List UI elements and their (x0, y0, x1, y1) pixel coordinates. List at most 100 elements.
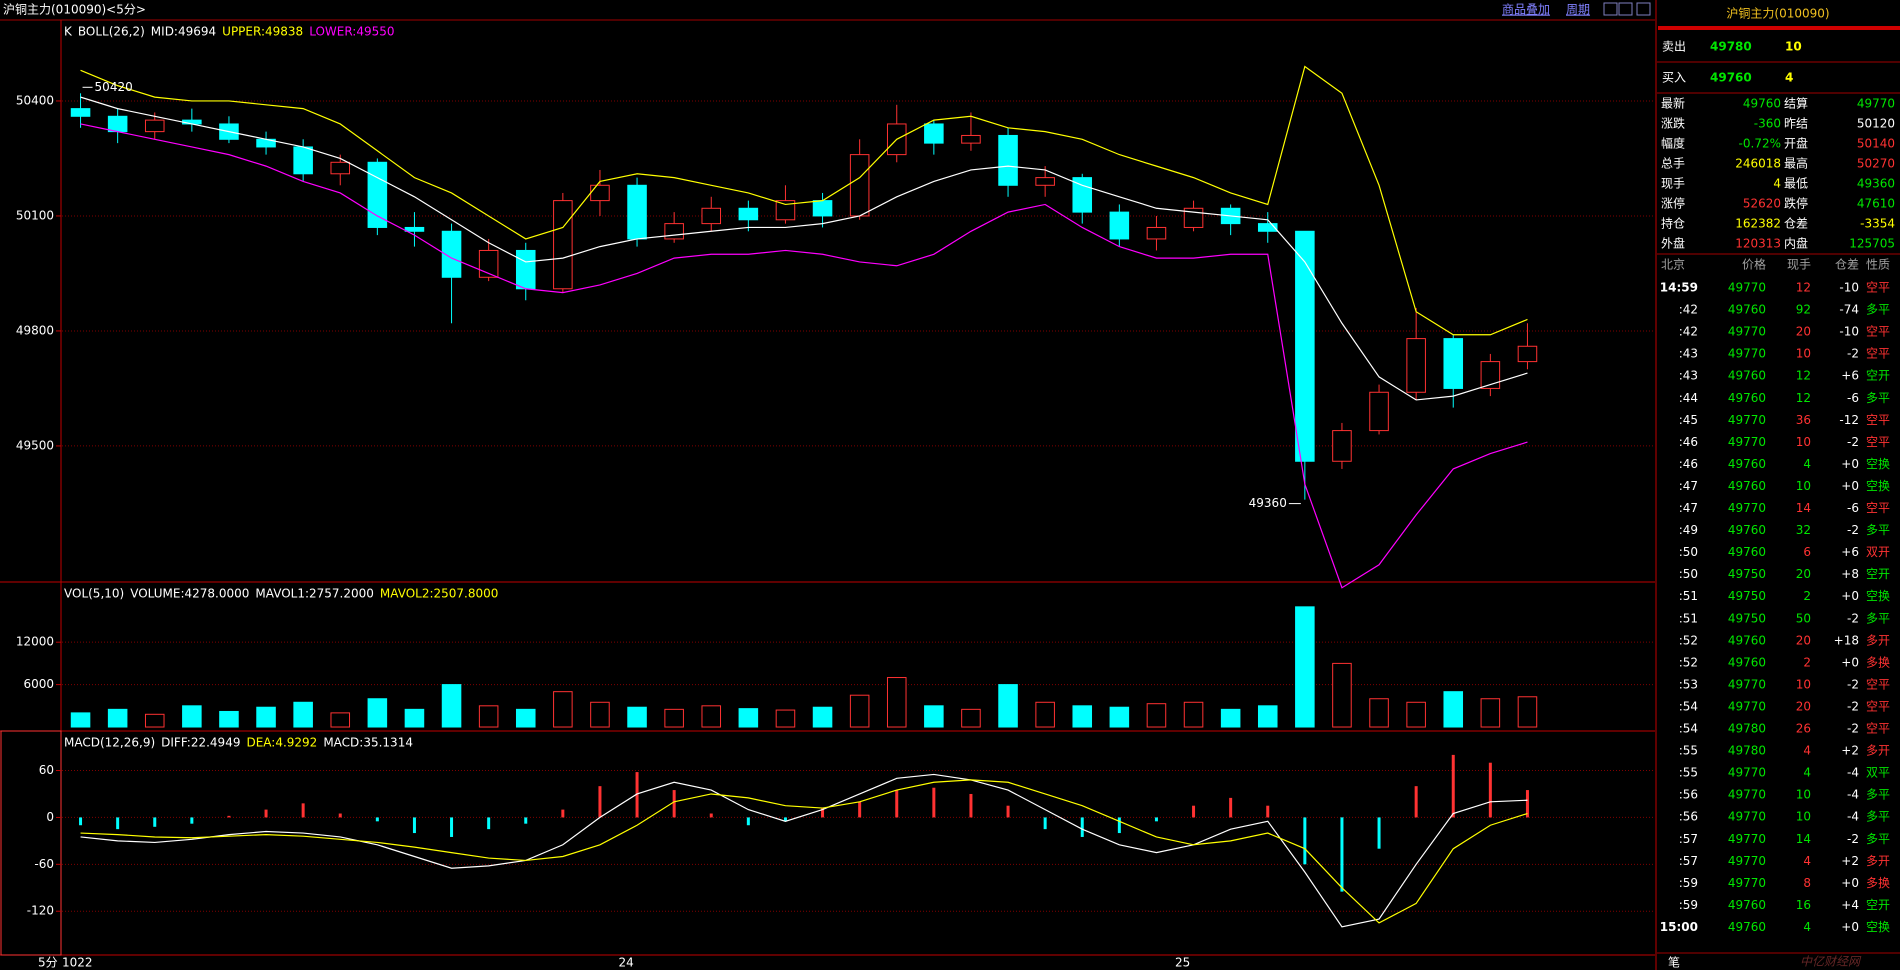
volume-bar (1443, 691, 1464, 728)
trade-qty: 10 (1796, 347, 1811, 361)
trade-diff: +0 (1841, 479, 1859, 493)
trade-qty: 32 (1796, 523, 1811, 537)
field-label: 跌停 (1784, 196, 1808, 211)
candle-body (515, 249, 536, 290)
candle-body (998, 134, 1018, 186)
volume-bar (70, 712, 91, 728)
field-value: 47610 (1857, 197, 1895, 211)
volume-bar (998, 684, 1018, 728)
trade-qty: 8 (1803, 876, 1811, 890)
volume-bar (404, 708, 425, 728)
trade-time: :53 (1679, 677, 1698, 691)
field-value: 49360 (1857, 177, 1895, 191)
top-bar (0, 0, 1655, 20)
trade-type: 多平 (1866, 303, 1890, 317)
x-tick-label: 25 (1175, 956, 1190, 970)
candle-body (1332, 430, 1352, 462)
indicator-line (80, 773, 1528, 928)
trade-qty: 4 (1803, 854, 1811, 868)
trade-price: 49760 (1728, 391, 1766, 405)
footer-tab[interactable]: 笔 (1668, 955, 1680, 970)
indicator-line (80, 779, 1528, 924)
trade-type: 多换 (1866, 655, 1890, 669)
volume-bar (293, 701, 313, 728)
trade-qty: 4 (1803, 920, 1811, 934)
quote-label: 买入 (1662, 71, 1686, 85)
indicator-line (80, 65, 1528, 336)
trade-diff: +0 (1841, 589, 1859, 603)
field-label: 涨停 (1661, 196, 1685, 211)
window-button[interactable] (1636, 2, 1651, 16)
trade-qty: 14 (1796, 501, 1811, 515)
candle-body (1146, 226, 1167, 240)
trade-qty: 10 (1796, 788, 1811, 802)
trade-type: 空平 (1866, 347, 1890, 361)
candle-body (367, 161, 388, 228)
trade-qty: 4 (1803, 457, 1811, 471)
field-label: 持仓 (1661, 216, 1685, 231)
trade-time: :54 (1679, 699, 1698, 713)
trade-price: 49770 (1728, 854, 1766, 868)
trade-price: 49770 (1728, 435, 1766, 449)
field-value: 50120 (1857, 117, 1895, 131)
trade-price: 49760 (1728, 633, 1766, 647)
selected-axis[interactable] (0, 730, 62, 956)
candle-body (627, 184, 647, 240)
trade-diff: -4 (1847, 766, 1859, 780)
field-label: 外盘 (1661, 236, 1685, 251)
trade-time: 14:59 (1660, 281, 1698, 295)
trade-qty: 4 (1803, 766, 1811, 780)
volume-bar (107, 708, 128, 728)
volume-bar (1332, 662, 1352, 728)
field-value: 52620 (1743, 197, 1781, 211)
trade-price: 49750 (1728, 589, 1766, 603)
trade-price: 49760 (1728, 898, 1766, 912)
trade-qty: 14 (1796, 832, 1811, 846)
trade-time: :46 (1679, 435, 1698, 449)
volume-bar (144, 713, 165, 728)
trade-type: 多换 (1866, 876, 1890, 890)
trade-diff: +8 (1841, 567, 1859, 581)
window-button[interactable] (1603, 2, 1618, 16)
trade-price: 49760 (1728, 655, 1766, 669)
trade-time: :52 (1679, 633, 1698, 647)
volume-bar (1146, 703, 1167, 728)
trade-time: :47 (1679, 501, 1698, 515)
trade-price: 49770 (1728, 788, 1766, 802)
volume-bar (590, 701, 610, 728)
trade-diff: -2 (1847, 435, 1859, 449)
window-button[interactable] (1618, 2, 1633, 16)
candle-body (1035, 177, 1055, 186)
trade-price: 49760 (1728, 523, 1766, 537)
trade-qty: 20 (1796, 699, 1811, 713)
menu-link[interactable]: 商品叠加 (1502, 2, 1550, 17)
y-tick-label: 60 (39, 763, 54, 777)
trade-diff: +0 (1841, 920, 1859, 934)
volume-bar (256, 706, 276, 728)
trade-time: :45 (1679, 413, 1698, 427)
candle-body (293, 146, 313, 175)
candle-body (1257, 223, 1278, 232)
title-underline (1658, 26, 1900, 30)
volume-bar (515, 708, 536, 728)
trade-type: 空开 (1866, 567, 1890, 581)
trade-type: 多平 (1866, 788, 1890, 802)
trade-diff: +4 (1841, 898, 1859, 912)
volume-bar (849, 694, 870, 728)
candle-body (553, 200, 573, 290)
trade-price: 49750 (1728, 611, 1766, 625)
trade-qty: 2 (1803, 655, 1811, 669)
trade-type: 空开 (1866, 369, 1890, 383)
trade-price: 49770 (1728, 876, 1766, 890)
volume-bar (1072, 705, 1093, 728)
indicator-label: VOLUME:4278.0000 (130, 587, 249, 601)
candle-body (107, 115, 128, 133)
indicator-label: LOWER:49550 (309, 25, 394, 39)
indicator-label: BOLL(26,2) (78, 25, 145, 39)
trade-diff: +6 (1841, 369, 1859, 383)
trade-qty: 12 (1796, 369, 1811, 383)
trade-price: 49770 (1728, 766, 1766, 780)
menu-link[interactable]: 周期 (1566, 3, 1590, 17)
